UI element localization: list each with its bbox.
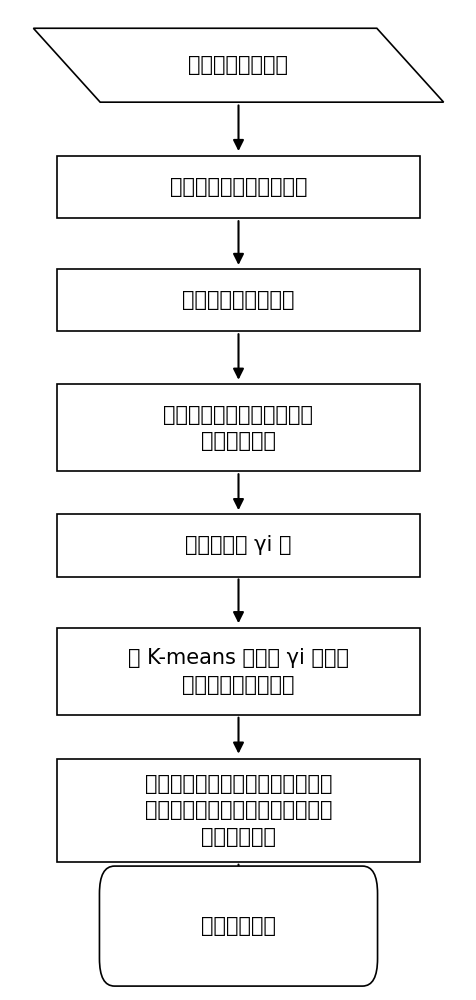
Text: 用 K-means 对各点 γi 值进行
分类并找到聚类中心: 用 K-means 对各点 γi 值进行 分类并找到聚类中心 bbox=[128, 648, 348, 695]
FancyBboxPatch shape bbox=[57, 628, 419, 715]
Text: 计算各点的 γi 值: 计算各点的 γi 值 bbox=[185, 535, 291, 555]
Polygon shape bbox=[33, 28, 443, 102]
FancyBboxPatch shape bbox=[99, 866, 377, 986]
FancyBboxPatch shape bbox=[57, 269, 419, 331]
Text: 计算数据点间的欧氏距离: 计算数据点间的欧氏距离 bbox=[169, 177, 307, 197]
FancyBboxPatch shape bbox=[57, 156, 419, 218]
FancyBboxPatch shape bbox=[57, 514, 419, 577]
Text: 标记聚类中心点的类标签并将剩下
的每个数据点分配到与自身父节点
相同的类别中: 标记聚类中心点的类标签并将剩下 的每个数据点分配到与自身父节点 相同的类别中 bbox=[144, 774, 332, 847]
Text: 计算各数据点的势能: 计算各数据点的势能 bbox=[182, 290, 294, 310]
Text: 得到聚类结果: 得到聚类结果 bbox=[200, 916, 276, 936]
Text: 输入数据集和参数: 输入数据集和参数 bbox=[188, 55, 288, 75]
FancyBboxPatch shape bbox=[57, 384, 419, 471]
Text: 找到各点父节点并计算各点
与父节点距离: 找到各点父节点并计算各点 与父节点距离 bbox=[163, 405, 313, 451]
FancyBboxPatch shape bbox=[57, 759, 419, 862]
